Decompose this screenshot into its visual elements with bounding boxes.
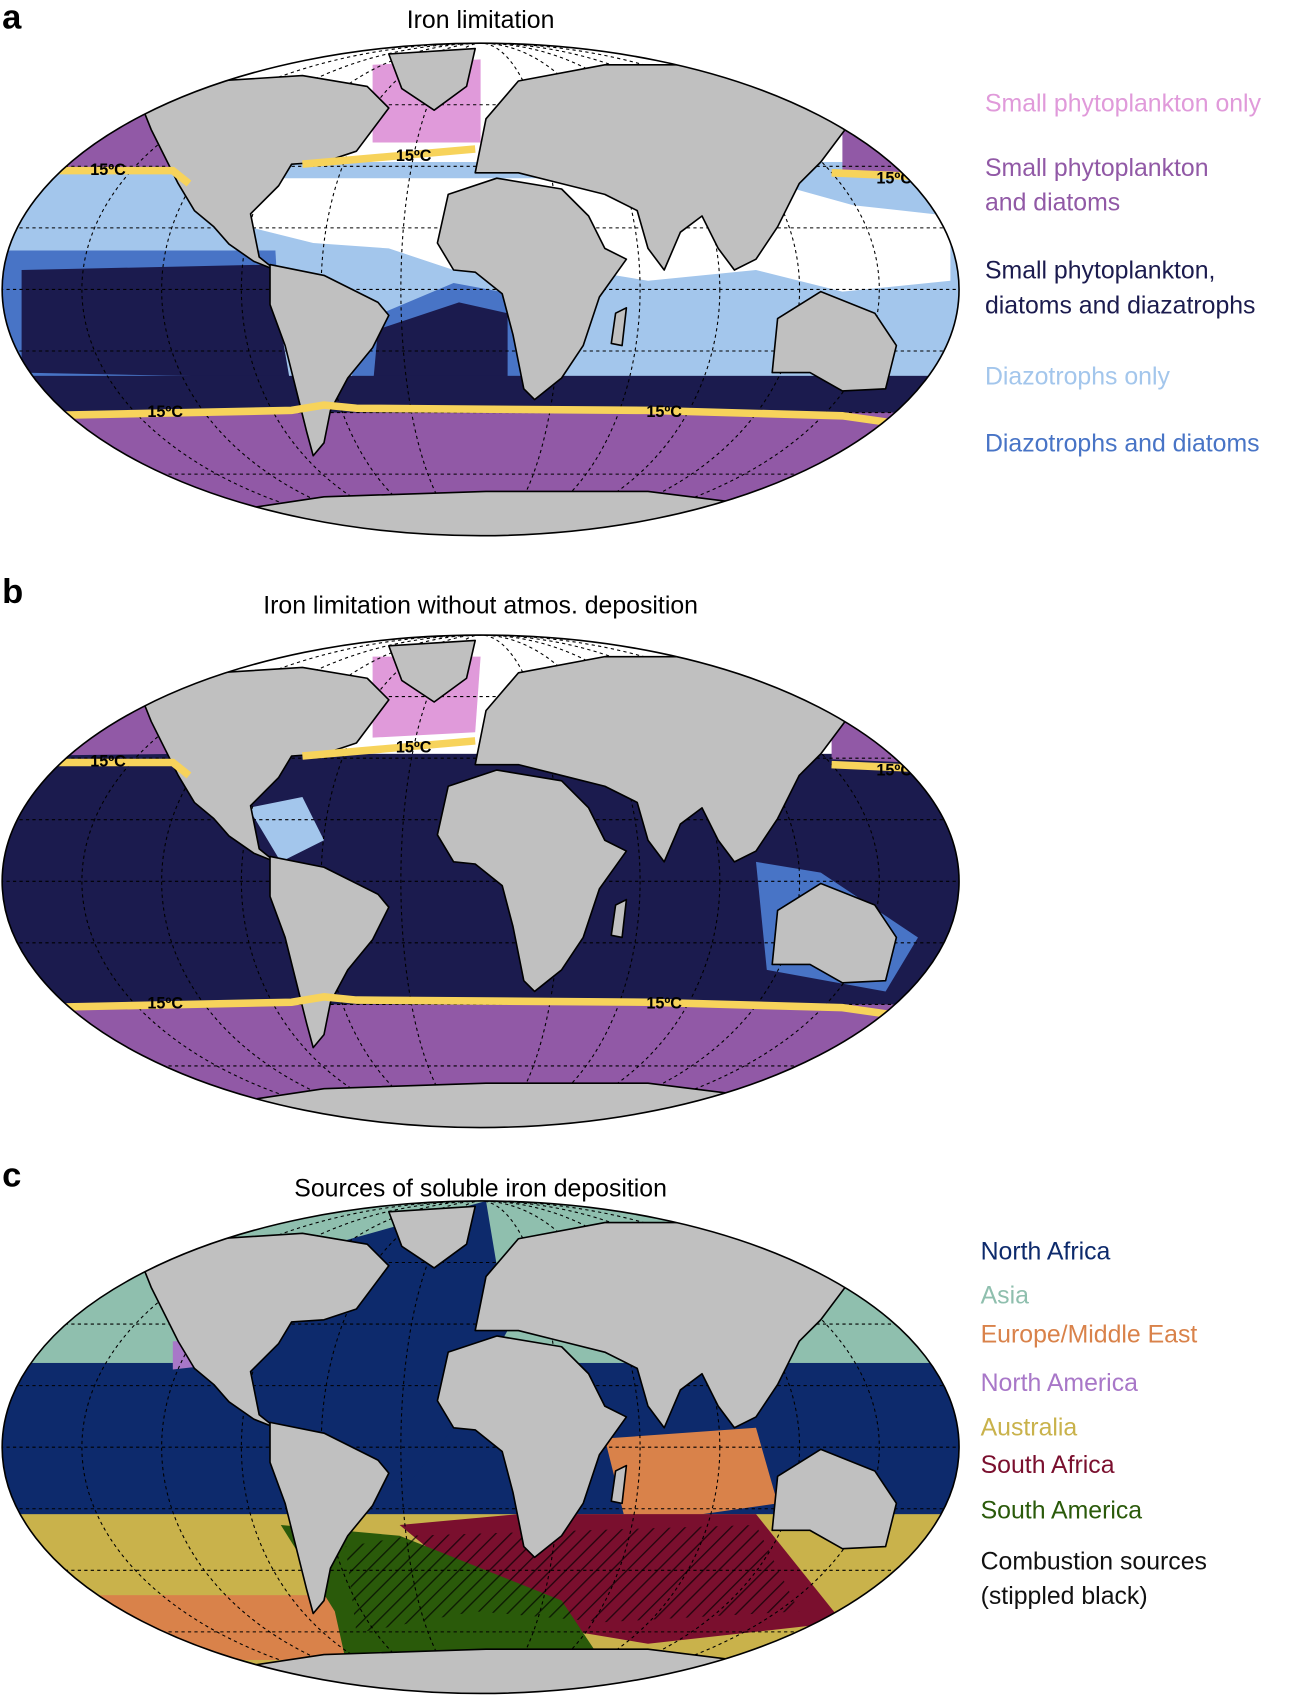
globe-outline: [1, 42, 960, 537]
isotherm-line: [32, 166, 192, 187]
meridian: [81, 1200, 880, 1694]
globe-outline: [1, 634, 960, 1129]
isotherm: [32, 145, 956, 431]
legend-entry: Diazotrophs only: [985, 364, 1171, 391]
panel-title: Iron limitation: [407, 7, 555, 34]
isotherm-line: [32, 758, 192, 779]
meridian: [240, 43, 721, 536]
legend-entry: and diatoms: [985, 190, 1120, 217]
isotherm-label: 15ºC: [396, 147, 432, 165]
legend-entry: North America: [981, 1370, 1138, 1397]
meridian: [81, 635, 880, 1128]
legend-entry: Combustion sources: [981, 1548, 1207, 1575]
legend-entry: Diazotrophs and diatoms: [985, 431, 1260, 458]
legend-entry: Europe/Middle East: [981, 1322, 1198, 1349]
panel-title: Sources of soluble iron deposition: [294, 1176, 667, 1203]
panel-label: a: [2, 0, 22, 37]
isotherm-line: [302, 737, 476, 760]
phyto-diatom-region: [842, 97, 960, 173]
map-panel: b Iron limitation without atmos. depositi…: [1, 573, 960, 1129]
all-groups-region: [372, 302, 508, 389]
globe-outline: [1, 1200, 960, 1695]
isotherm-label: 15ºC: [147, 403, 183, 421]
globe: [2, 1200, 960, 1694]
panel-label: c: [2, 1156, 21, 1194]
legend-entry: Small phytoplankton,: [985, 258, 1216, 285]
meridian: [161, 1200, 801, 1694]
legend-entry: Australia: [981, 1414, 1078, 1441]
diazotroph-region: [248, 797, 324, 862]
meridian: [81, 43, 880, 536]
isotherm: [32, 737, 956, 1023]
meridian: [161, 635, 801, 1128]
meridian: [240, 635, 721, 1128]
combustion-stipple: [345, 1524, 800, 1633]
all-groups-region: [21, 264, 290, 378]
legend-entry: Small phytoplankton: [985, 155, 1209, 182]
legend-entry: Asia: [981, 1283, 1029, 1310]
panel-title: Iron limitation without atmos. depositio…: [263, 593, 698, 620]
isotherm-line: [302, 145, 476, 168]
legend-entry: (stippled black): [981, 1583, 1148, 1610]
meridian: [161, 43, 801, 536]
legend-entry: diatoms and diazatrophs: [985, 292, 1256, 319]
map-panel: c Sources of soluble iron deposition North…: [1, 1156, 1207, 1695]
isotherm-label: 15ºC: [90, 161, 126, 179]
isotherm-label: 15ºC: [646, 403, 682, 421]
meridian: [240, 1200, 721, 1694]
isotherm-line: [32, 401, 919, 431]
isotherm-label: 15ºC: [90, 753, 126, 771]
europe-region: [604, 1427, 778, 1525]
isotherm-label: 15ºC: [646, 995, 682, 1013]
panel-label: b: [2, 573, 23, 611]
legend-entry: Small phytoplankton only: [985, 90, 1262, 117]
legend-entry: North Africa: [981, 1238, 1111, 1265]
isotherm-label: 15ºC: [396, 739, 432, 757]
legend-entry: South Africa: [981, 1452, 1115, 1479]
isotherm-label: 15ºC: [147, 995, 183, 1013]
isotherm-line: [32, 993, 919, 1023]
phyto-diatom-region: [831, 699, 960, 765]
legend-entry: South America: [981, 1498, 1143, 1525]
